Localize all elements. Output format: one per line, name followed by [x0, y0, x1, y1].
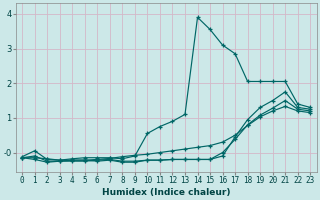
X-axis label: Humidex (Indice chaleur): Humidex (Indice chaleur) — [102, 188, 230, 197]
